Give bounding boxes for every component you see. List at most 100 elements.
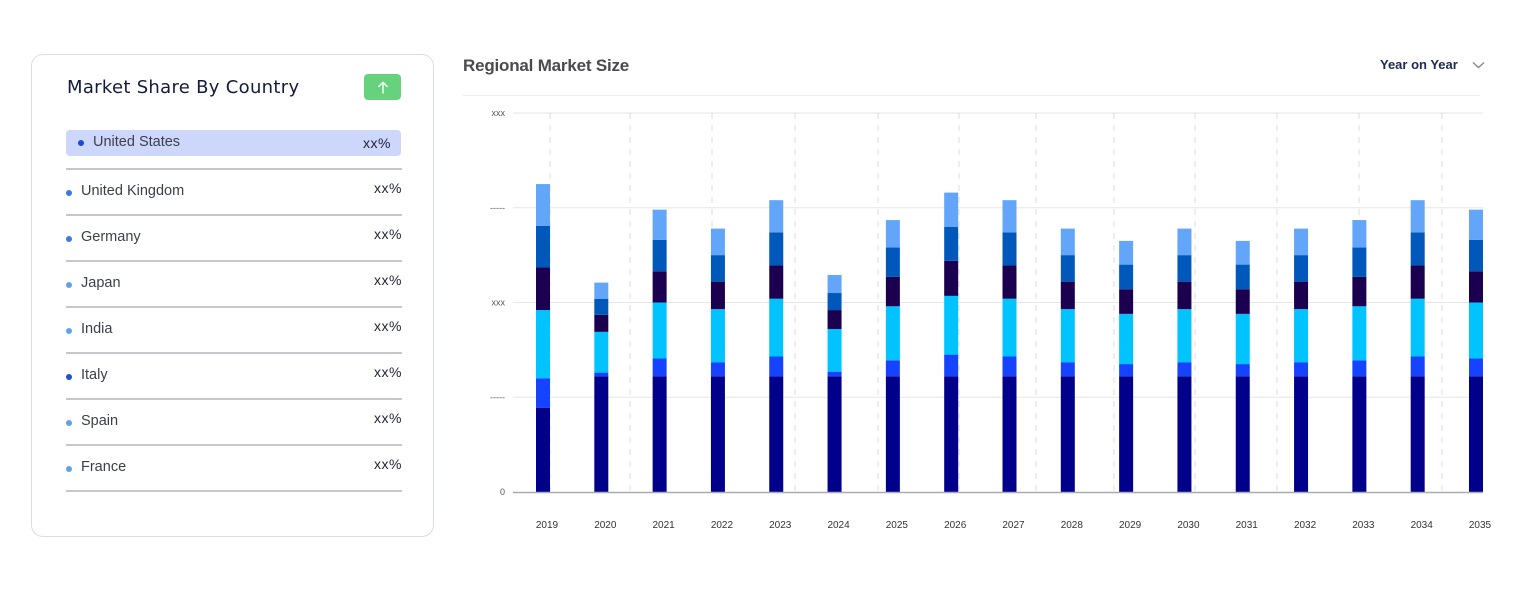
export-button[interactable]: [364, 74, 401, 100]
country-row[interactable]: France xx%: [66, 446, 402, 492]
country-row[interactable]: Japan xx%: [66, 262, 402, 308]
country-row[interactable]: India xx%: [66, 308, 402, 354]
bar-segment-series-3-2019: [536, 310, 550, 379]
bar-segment-series-5-2027: [1002, 232, 1017, 266]
bar-segment-series-3-2029: [1119, 313, 1134, 365]
bar-segment-series-4-2021: [652, 271, 667, 303]
y-tick-label: xxx: [492, 298, 506, 308]
country-dot-icon: [66, 466, 72, 472]
y-tick-label: -----: [490, 392, 505, 402]
bar-segment-series-5-2034: [1410, 232, 1425, 266]
x-tick-label: 2024: [827, 520, 850, 531]
bar-segment-series-4-2034: [1410, 265, 1425, 299]
bar-segment-series-5-2019: [536, 225, 550, 268]
bar-segment-series-2-2022: [710, 362, 725, 377]
x-tick-label: 2035: [1469, 520, 1492, 531]
x-tick-label: 2030: [1177, 520, 1200, 531]
bar-segment-series-1-2033: [1352, 376, 1367, 492]
bar-segment-series-1-2032: [1294, 376, 1309, 492]
bar-segment-series-2-2034: [1410, 356, 1425, 377]
bar-segment-series-1-2029: [1119, 376, 1134, 492]
bar-segment-series-6-2026: [944, 192, 959, 227]
bar-segment-series-2-2027: [1002, 356, 1017, 377]
market-share-card: Market Share By Country United States xx%…: [31, 54, 434, 537]
bar-segment-series-6-2028: [1060, 228, 1075, 256]
bar-segment-series-5-2029: [1119, 264, 1134, 290]
country-row[interactable]: Italy xx%: [66, 354, 402, 400]
bar-segment-series-5-2024: [827, 293, 842, 311]
bar-segment-series-4-2019: [536, 267, 550, 311]
bar-segment-series-4-2033: [1352, 276, 1367, 307]
bar-segment-series-4-2026: [944, 260, 959, 296]
bar-segment-series-6-2029: [1119, 240, 1134, 265]
bar-segment-series-2-2026: [944, 354, 959, 377]
chevron-down-icon: [1472, 61, 1485, 69]
country-name: United States: [93, 134, 181, 150]
country-dot-icon: [66, 282, 72, 288]
bar-segment-series-1-2027: [1002, 376, 1017, 492]
bar-segment-series-3-2026: [944, 295, 959, 355]
bar-segment-series-5-2033: [1352, 247, 1367, 277]
country-row[interactable]: United States xx%: [66, 130, 402, 170]
country-row[interactable]: Spain xx%: [66, 400, 402, 446]
header-divider: [463, 95, 1480, 96]
bar-segment-series-4-2022: [710, 281, 725, 310]
bar-segment-series-3-2025: [885, 306, 900, 361]
bar-segment-series-5-2021: [652, 239, 667, 272]
bar-segment-series-2-2030: [1177, 362, 1192, 377]
country-dot-icon: [66, 420, 72, 426]
country-dot-icon: [66, 374, 72, 380]
arrow-up-icon: [377, 81, 388, 94]
bar-segment-series-6-2035: [1469, 209, 1483, 240]
bar-segment-series-3-2020: [594, 331, 609, 373]
country-name: United Kingdom: [81, 183, 185, 199]
country-share-value: xx%: [374, 364, 402, 380]
selected-highlight: [66, 130, 401, 156]
bar-segment-series-4-2029: [1119, 289, 1134, 314]
country-row[interactable]: United Kingdom xx%: [66, 170, 402, 216]
bar-segment-series-5-2028: [1060, 255, 1075, 282]
period-select-value: Year on Year: [1380, 57, 1458, 72]
bar-segment-series-1-2031: [1235, 376, 1250, 492]
bar-segment-series-3-2023: [769, 298, 784, 357]
country-dot-icon: [78, 140, 84, 146]
bar-segment-series-1-2028: [1060, 376, 1075, 492]
country-share-value: xx%: [374, 226, 402, 242]
bar-segment-series-2-2035: [1469, 358, 1483, 377]
x-tick-label: 2026: [944, 520, 967, 531]
bar-segment-series-3-2028: [1060, 309, 1075, 363]
bar-segment-series-4-2025: [885, 276, 900, 307]
y-tick-label: xxx: [492, 108, 506, 118]
bar-segment-series-6-2025: [885, 220, 900, 248]
x-tick-label: 2021: [653, 520, 676, 531]
bar-segment-series-3-2033: [1352, 306, 1367, 361]
chart-title: Regional Market Size: [463, 56, 630, 75]
bar-segment-series-3-2032: [1294, 309, 1309, 363]
bar-segment-series-1-2023: [769, 376, 784, 492]
bar-segment-series-3-2031: [1235, 313, 1250, 365]
bar-segment-series-2-2023: [769, 356, 784, 377]
bar-segment-series-1-2021: [652, 376, 667, 492]
bar-segment-series-5-2030: [1177, 255, 1192, 282]
market-share-title: Market Share By Country: [67, 77, 300, 98]
bar-segment-series-1-2019: [536, 407, 550, 492]
bar-segment-series-1-2035: [1469, 376, 1483, 492]
period-select[interactable]: Year on Year: [1380, 57, 1485, 72]
bar-segment-series-5-2025: [885, 247, 900, 277]
x-tick-label: 2022: [711, 520, 734, 531]
bar-segment-series-6-2020: [594, 282, 609, 299]
bar-segment-series-6-2021: [652, 209, 667, 240]
country-dot-icon: [66, 190, 72, 196]
bar-segment-series-5-2022: [710, 255, 725, 282]
country-row[interactable]: Germany xx%: [66, 216, 402, 262]
bar-segment-series-3-2030: [1177, 309, 1192, 363]
bar-segment-series-5-2026: [944, 226, 959, 261]
country-name: India: [81, 321, 113, 337]
country-name: Italy: [81, 367, 108, 383]
bar-segment-series-2-2032: [1294, 362, 1309, 377]
x-tick-label: 2029: [1119, 520, 1142, 531]
x-tick-label: 2032: [1294, 520, 1317, 531]
bar-segment-series-5-2032: [1294, 255, 1309, 282]
bar-segment-series-4-2032: [1294, 281, 1309, 310]
